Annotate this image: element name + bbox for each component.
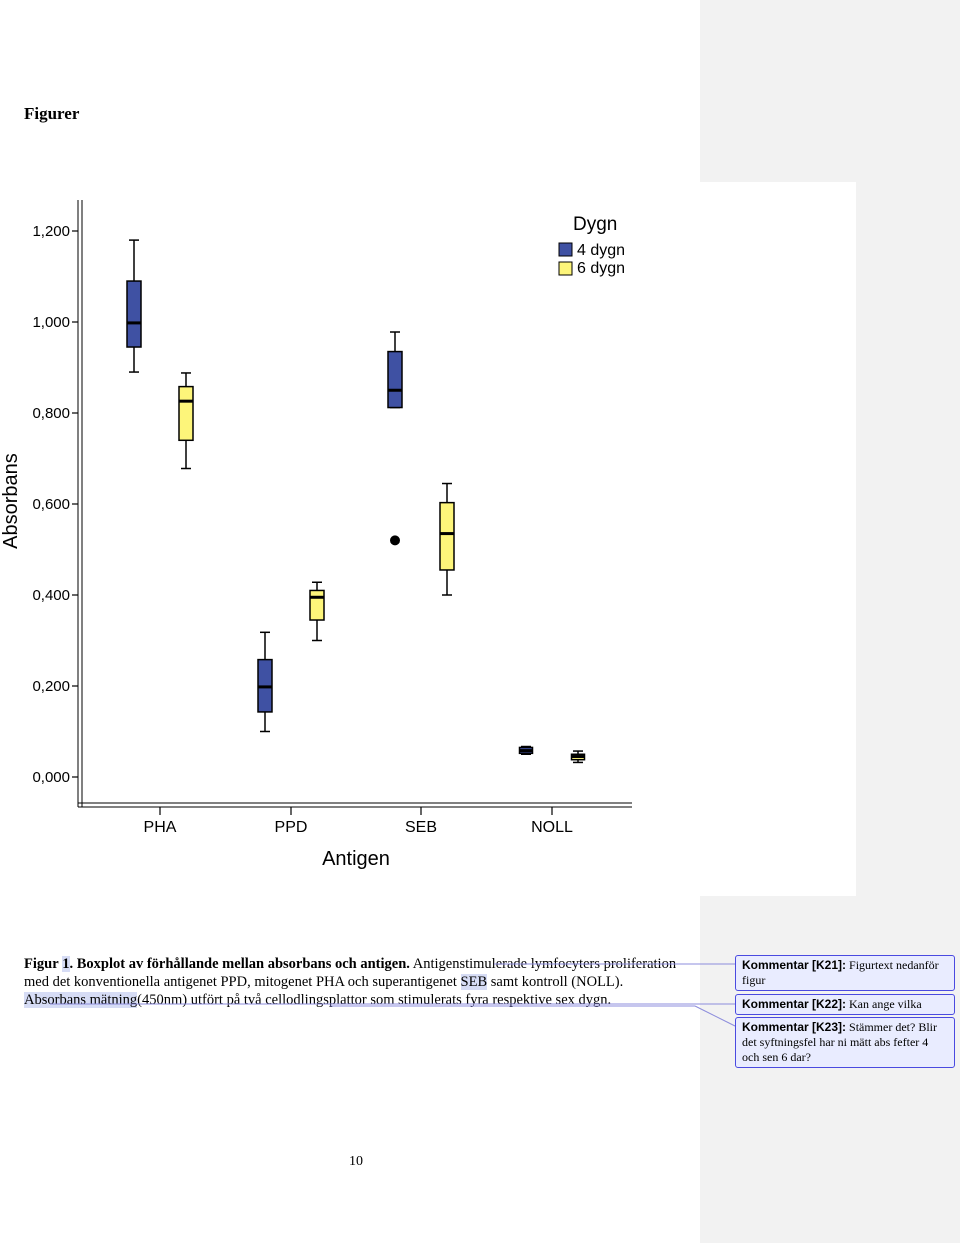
- chart-legend: Dygn 4 dygn 6 dygn: [558, 214, 625, 277]
- comment-k23-label: Kommentar [K23]:: [742, 1020, 847, 1034]
- y-tick-label: 0,400: [32, 587, 70, 604]
- box-body: [309, 589, 325, 621]
- page-number: 10: [349, 1154, 363, 1169]
- y-axis-label: Absorbans: [0, 453, 22, 549]
- caption-figure-number: 1: [62, 956, 70, 972]
- caption-text-3: Absorbans mätning: [24, 992, 138, 1008]
- y-tick-label: 0,200: [32, 678, 70, 695]
- box-body: [439, 501, 455, 571]
- box-6-dygn-NOLL: [570, 750, 586, 764]
- box-body: [387, 350, 403, 409]
- x-axis-label: Antigen: [322, 848, 390, 870]
- legend-label-4-dygn: 4 dygn: [577, 242, 625, 259]
- box-body: [126, 280, 142, 348]
- boxplot-chart: 0,000 0,200 0,400 0,600 0,800 1,000 1,200 PHA PP…: [0, 200, 632, 870]
- comment-k21[interactable]: Kommentar [K21]: Figurtext nedanför figu…: [735, 955, 955, 991]
- comment-k22-label: Kommentar [K22]:: [742, 997, 847, 1011]
- box-6-dygn-PHA: [178, 372, 194, 470]
- caption-figure-word: Figur: [24, 956, 59, 972]
- x-tick-label: SEB: [405, 819, 437, 836]
- y-tick-label: 1,200: [32, 223, 70, 240]
- comment-k22[interactable]: Kommentar [K22]: Kan ange vilka: [735, 994, 955, 1015]
- box-6-dygn-PPD: [309, 581, 325, 642]
- y-tick-label: 0,800: [32, 405, 70, 422]
- x-tick-label: NOLL: [531, 819, 573, 836]
- chart-axes: 0,000 0,200 0,400 0,600 0,800 1,000 1,200 PHA PP…: [32, 200, 632, 836]
- box-4-dygn-SEB: [387, 331, 403, 546]
- figure-caption: Figur 1. Boxplot av förhållande mellan a…: [24, 955, 684, 1009]
- comment-k23-text: Stämmer det? Blir det syftningsfel har n…: [742, 1020, 937, 1064]
- comment-k21-label: Kommentar [K21]:: [742, 958, 847, 972]
- legend-swatch-6-dygn: [558, 261, 573, 276]
- caption-title: . Boxplot av förhållande mellan absorban…: [69, 956, 410, 972]
- figure-panel: [0, 182, 856, 896]
- x-tick-label: PPD: [275, 819, 308, 836]
- comment-k22-text: Kan ange vilka: [846, 997, 922, 1011]
- caption-seb: SEB: [460, 974, 488, 990]
- box-6-dygn-SEB: [439, 482, 455, 596]
- box-4-dygn-PHA: [126, 239, 142, 373]
- caption-text-4: (450nm) utfört på två cellodlingsplattor…: [137, 992, 612, 1008]
- box-body: [178, 385, 194, 442]
- y-tick-label: 0,600: [32, 496, 70, 513]
- section-heading: Figurer: [24, 104, 80, 123]
- legend-label-6-dygn: 6 dygn: [577, 260, 625, 277]
- box-4-dygn-NOLL: [518, 745, 534, 755]
- legend-swatch-4-dygn: [558, 242, 573, 257]
- y-tick-label: 1,000: [32, 314, 70, 331]
- comment-k23[interactable]: Kommentar [K23]: Stämmer det? Blir det s…: [735, 1017, 955, 1068]
- y-tick-label: 0,000: [32, 769, 70, 786]
- legend-title: Dygn: [573, 214, 617, 235]
- comment-k21-text: Figurtext nedanför figur: [742, 958, 939, 987]
- chart-boxes: [126, 239, 586, 764]
- box-4-dygn-PPD: [257, 631, 273, 733]
- x-tick-label: PHA: [144, 819, 177, 836]
- caption-text-2: samt kontroll (NOLL).: [487, 974, 624, 990]
- outlier-point: [390, 535, 400, 546]
